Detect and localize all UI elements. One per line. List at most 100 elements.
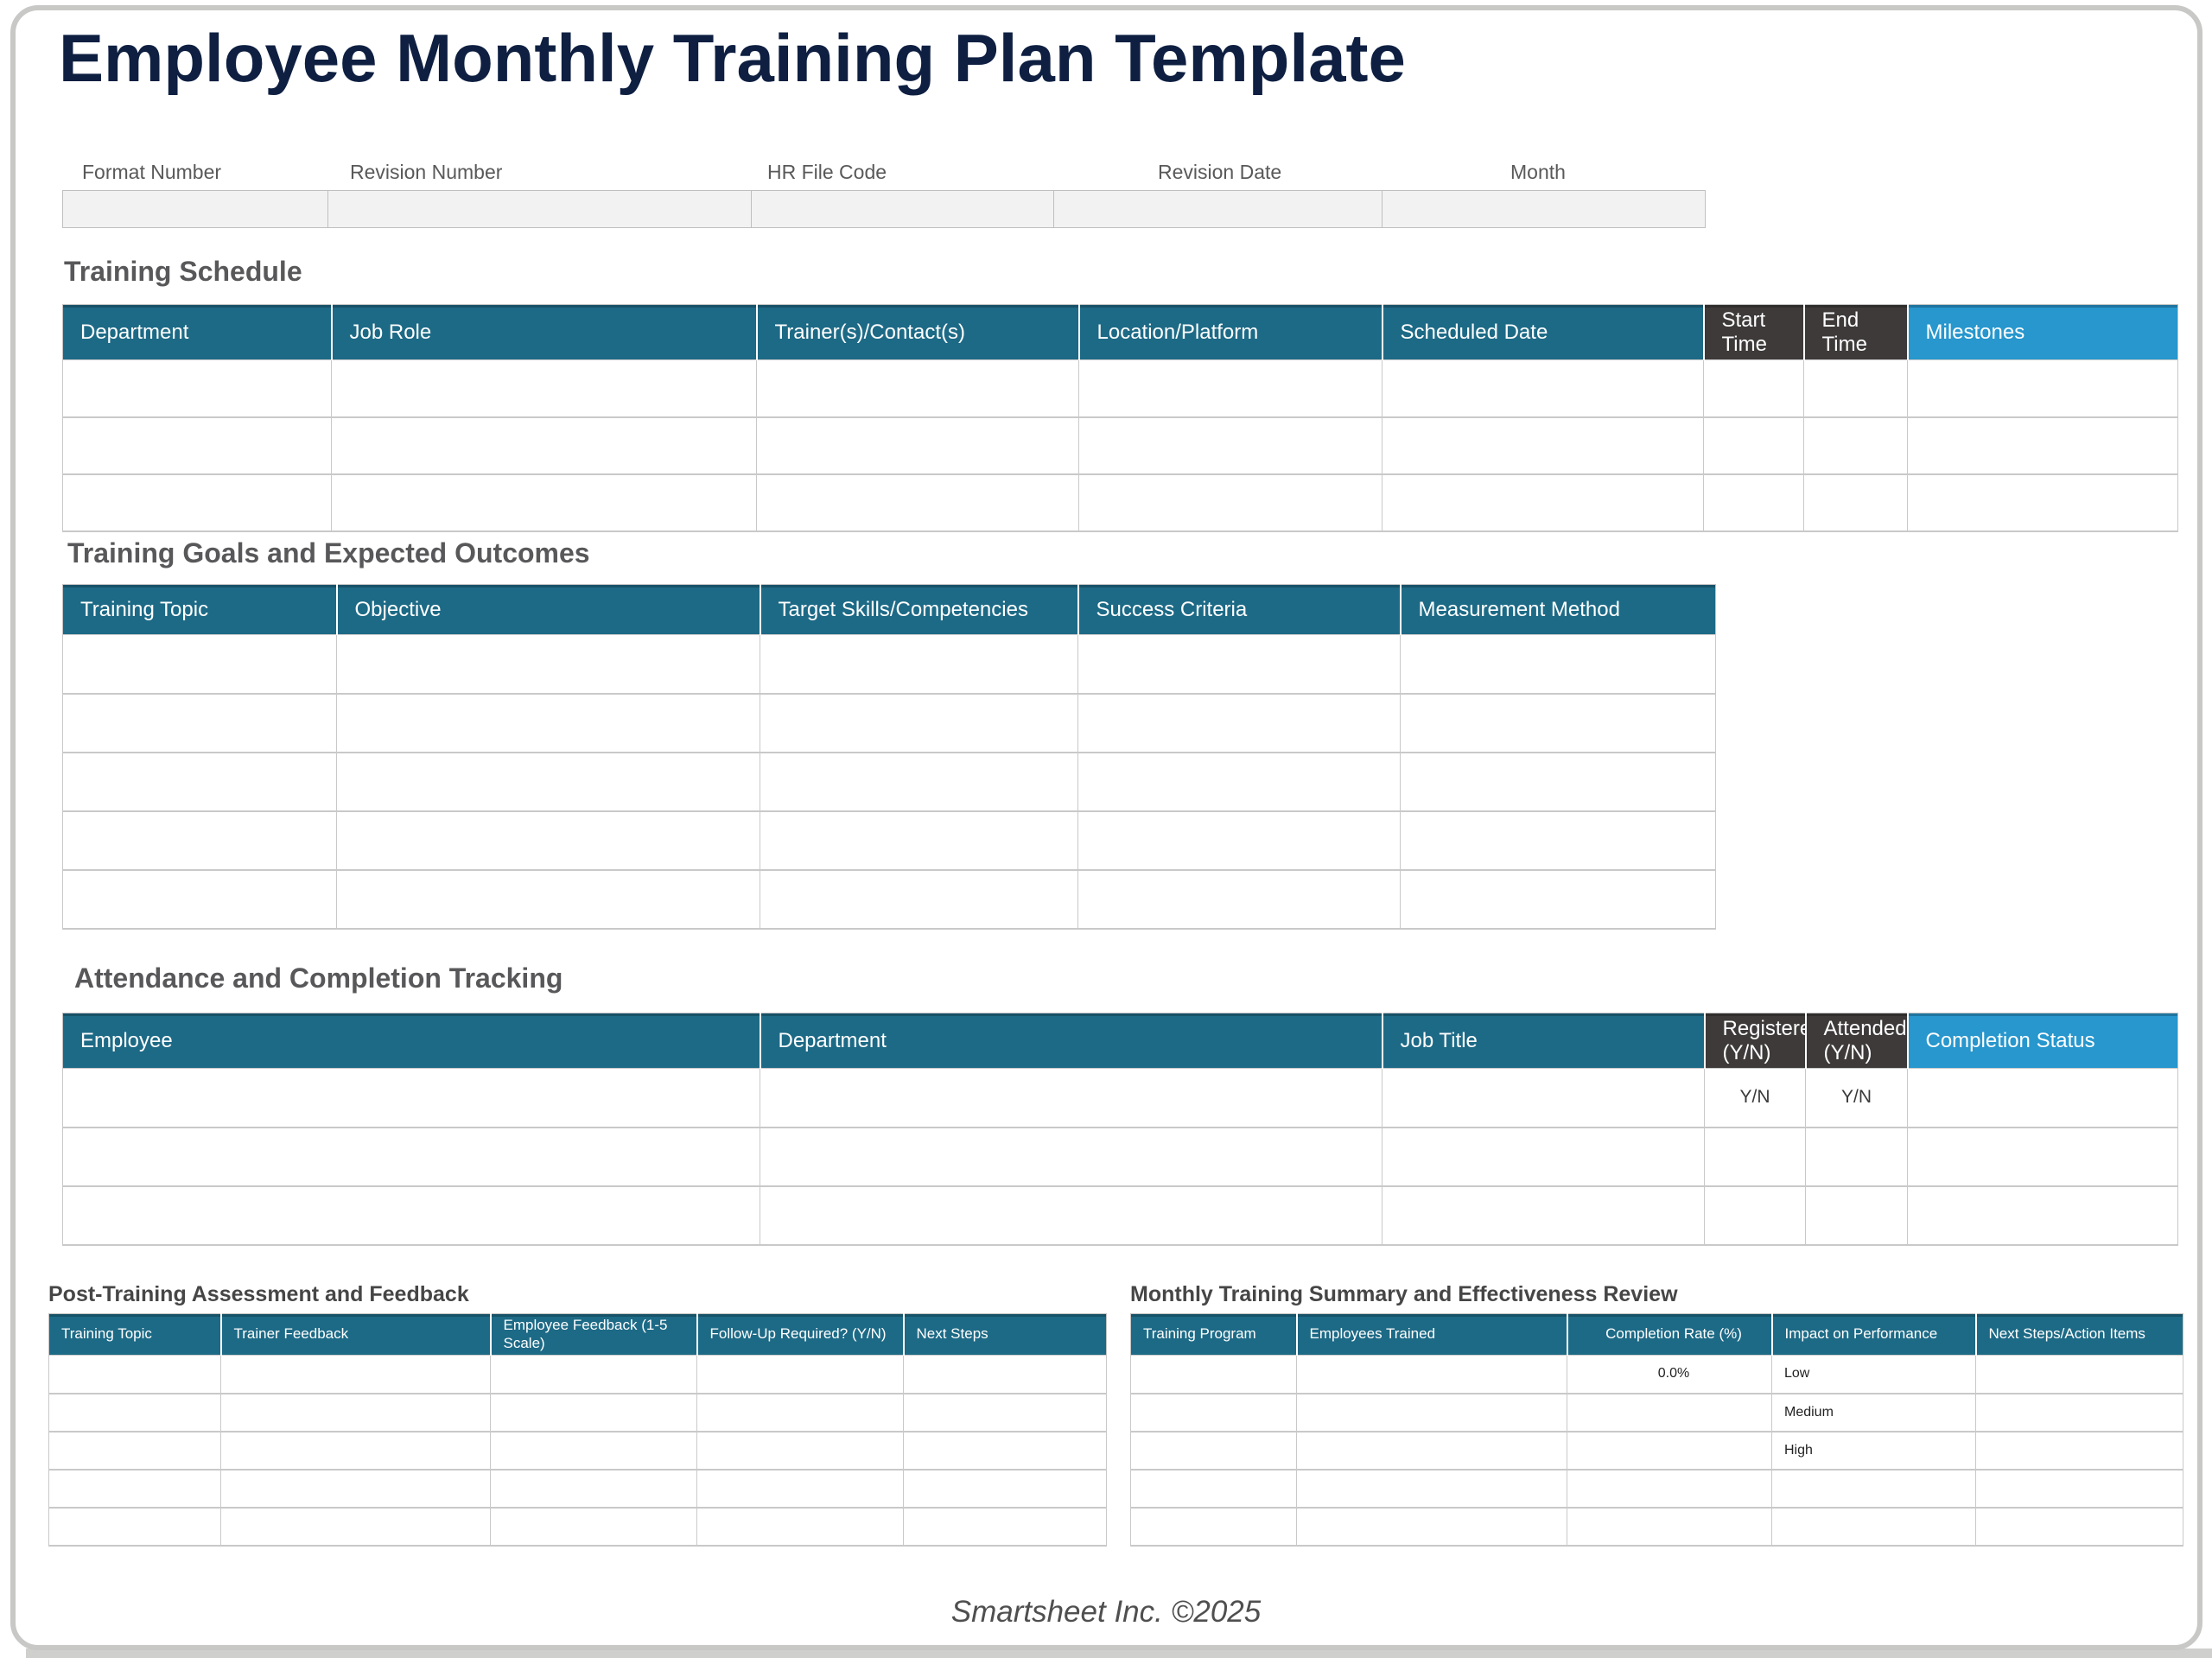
cell[interactable] (1704, 1127, 1806, 1187)
cell[interactable] (696, 1431, 904, 1471)
cell[interactable] (48, 1355, 221, 1394)
cell[interactable] (1400, 869, 1716, 930)
cell[interactable] (62, 1185, 760, 1246)
cell[interactable] (220, 1393, 491, 1432)
cell[interactable] (696, 1355, 904, 1394)
cell[interactable] (760, 810, 1078, 871)
cell[interactable] (1975, 1393, 2183, 1432)
cell[interactable] (1078, 359, 1382, 418)
cell[interactable] (1805, 1127, 1908, 1187)
cell[interactable] (1907, 473, 2178, 532)
cell[interactable] (696, 1507, 904, 1547)
cell[interactable] (220, 1355, 491, 1394)
cell[interactable] (62, 693, 337, 753)
cell[interactable] (331, 473, 757, 532)
cell[interactable] (1803, 473, 1908, 532)
cell[interactable] (1382, 359, 1704, 418)
cell[interactable] (48, 1393, 221, 1432)
cell[interactable] (1703, 359, 1804, 418)
cell[interactable] (1567, 1507, 1772, 1547)
cell[interactable] (490, 1393, 697, 1432)
cell-completion-rate[interactable]: 0.0% (1567, 1355, 1772, 1394)
cell[interactable] (903, 1507, 1107, 1547)
cell[interactable] (1975, 1469, 2183, 1509)
cell[interactable] (1907, 1068, 2178, 1128)
cell[interactable] (490, 1507, 697, 1547)
cell[interactable] (1567, 1469, 1772, 1509)
cell[interactable] (1077, 810, 1401, 871)
cell[interactable] (331, 359, 757, 418)
cell[interactable] (336, 752, 760, 812)
cell[interactable] (1130, 1355, 1297, 1394)
cell[interactable] (760, 752, 1078, 812)
cell[interactable] (1296, 1469, 1567, 1509)
cell[interactable] (1077, 869, 1401, 930)
cell[interactable] (1567, 1431, 1772, 1471)
cell[interactable] (62, 416, 332, 475)
cell[interactable] (1975, 1355, 2183, 1394)
cell[interactable] (696, 1393, 904, 1432)
cell[interactable] (1771, 1469, 1976, 1509)
cell[interactable] (220, 1469, 491, 1509)
cell[interactable] (756, 359, 1079, 418)
cell[interactable] (62, 1127, 760, 1187)
cell-impact[interactable]: Low (1771, 1355, 1976, 1394)
cell[interactable] (1803, 416, 1908, 475)
cell[interactable] (1907, 1127, 2178, 1187)
cell[interactable] (1382, 473, 1704, 532)
cell[interactable] (903, 1431, 1107, 1471)
cell[interactable] (756, 473, 1079, 532)
cell[interactable] (903, 1355, 1107, 1394)
cell[interactable] (696, 1469, 904, 1509)
meta-input-revision-date[interactable] (1054, 190, 1382, 228)
cell[interactable] (1296, 1355, 1567, 1394)
cell[interactable] (1400, 810, 1716, 871)
cell[interactable] (1078, 416, 1382, 475)
cell[interactable] (760, 693, 1078, 753)
cell[interactable] (1296, 1431, 1567, 1471)
cell[interactable] (62, 1068, 760, 1128)
cell[interactable] (760, 634, 1078, 695)
cell[interactable] (1400, 634, 1716, 695)
cell[interactable] (760, 1127, 1382, 1187)
cell[interactable] (62, 869, 337, 930)
cell[interactable] (1803, 359, 1908, 418)
cell[interactable] (336, 634, 760, 695)
cell[interactable] (1704, 1185, 1806, 1246)
cell[interactable] (1382, 1127, 1705, 1187)
cell[interactable] (62, 634, 337, 695)
cell[interactable] (62, 473, 332, 532)
cell[interactable] (1907, 359, 2178, 418)
cell[interactable] (1400, 693, 1716, 753)
cell[interactable] (1907, 1185, 2178, 1246)
cell[interactable] (62, 752, 337, 812)
cell[interactable] (1771, 1507, 1976, 1547)
cell[interactable] (1077, 693, 1401, 753)
cell[interactable] (490, 1355, 697, 1394)
cell[interactable] (62, 810, 337, 871)
cell[interactable] (220, 1431, 491, 1471)
cell[interactable] (1703, 473, 1804, 532)
cell[interactable] (903, 1469, 1107, 1509)
cell[interactable] (331, 416, 757, 475)
cell[interactable] (1907, 416, 2178, 475)
meta-input-month[interactable] (1382, 190, 1706, 228)
cell[interactable] (1400, 752, 1716, 812)
cell[interactable] (756, 416, 1079, 475)
cell[interactable] (1077, 752, 1401, 812)
cell-impact[interactable]: High (1771, 1431, 1976, 1471)
cell[interactable] (1382, 416, 1704, 475)
cell[interactable] (220, 1507, 491, 1547)
cell[interactable] (1130, 1507, 1297, 1547)
cell[interactable] (336, 810, 760, 871)
cell-registered-yn[interactable]: Y/N (1704, 1068, 1806, 1128)
cell[interactable] (1296, 1507, 1567, 1547)
cell[interactable] (1805, 1185, 1908, 1246)
cell[interactable] (1975, 1431, 2183, 1471)
cell[interactable] (760, 869, 1078, 930)
cell[interactable] (62, 359, 332, 418)
cell[interactable] (1130, 1393, 1297, 1432)
cell[interactable] (1077, 634, 1401, 695)
cell[interactable] (336, 693, 760, 753)
cell[interactable] (48, 1469, 221, 1509)
